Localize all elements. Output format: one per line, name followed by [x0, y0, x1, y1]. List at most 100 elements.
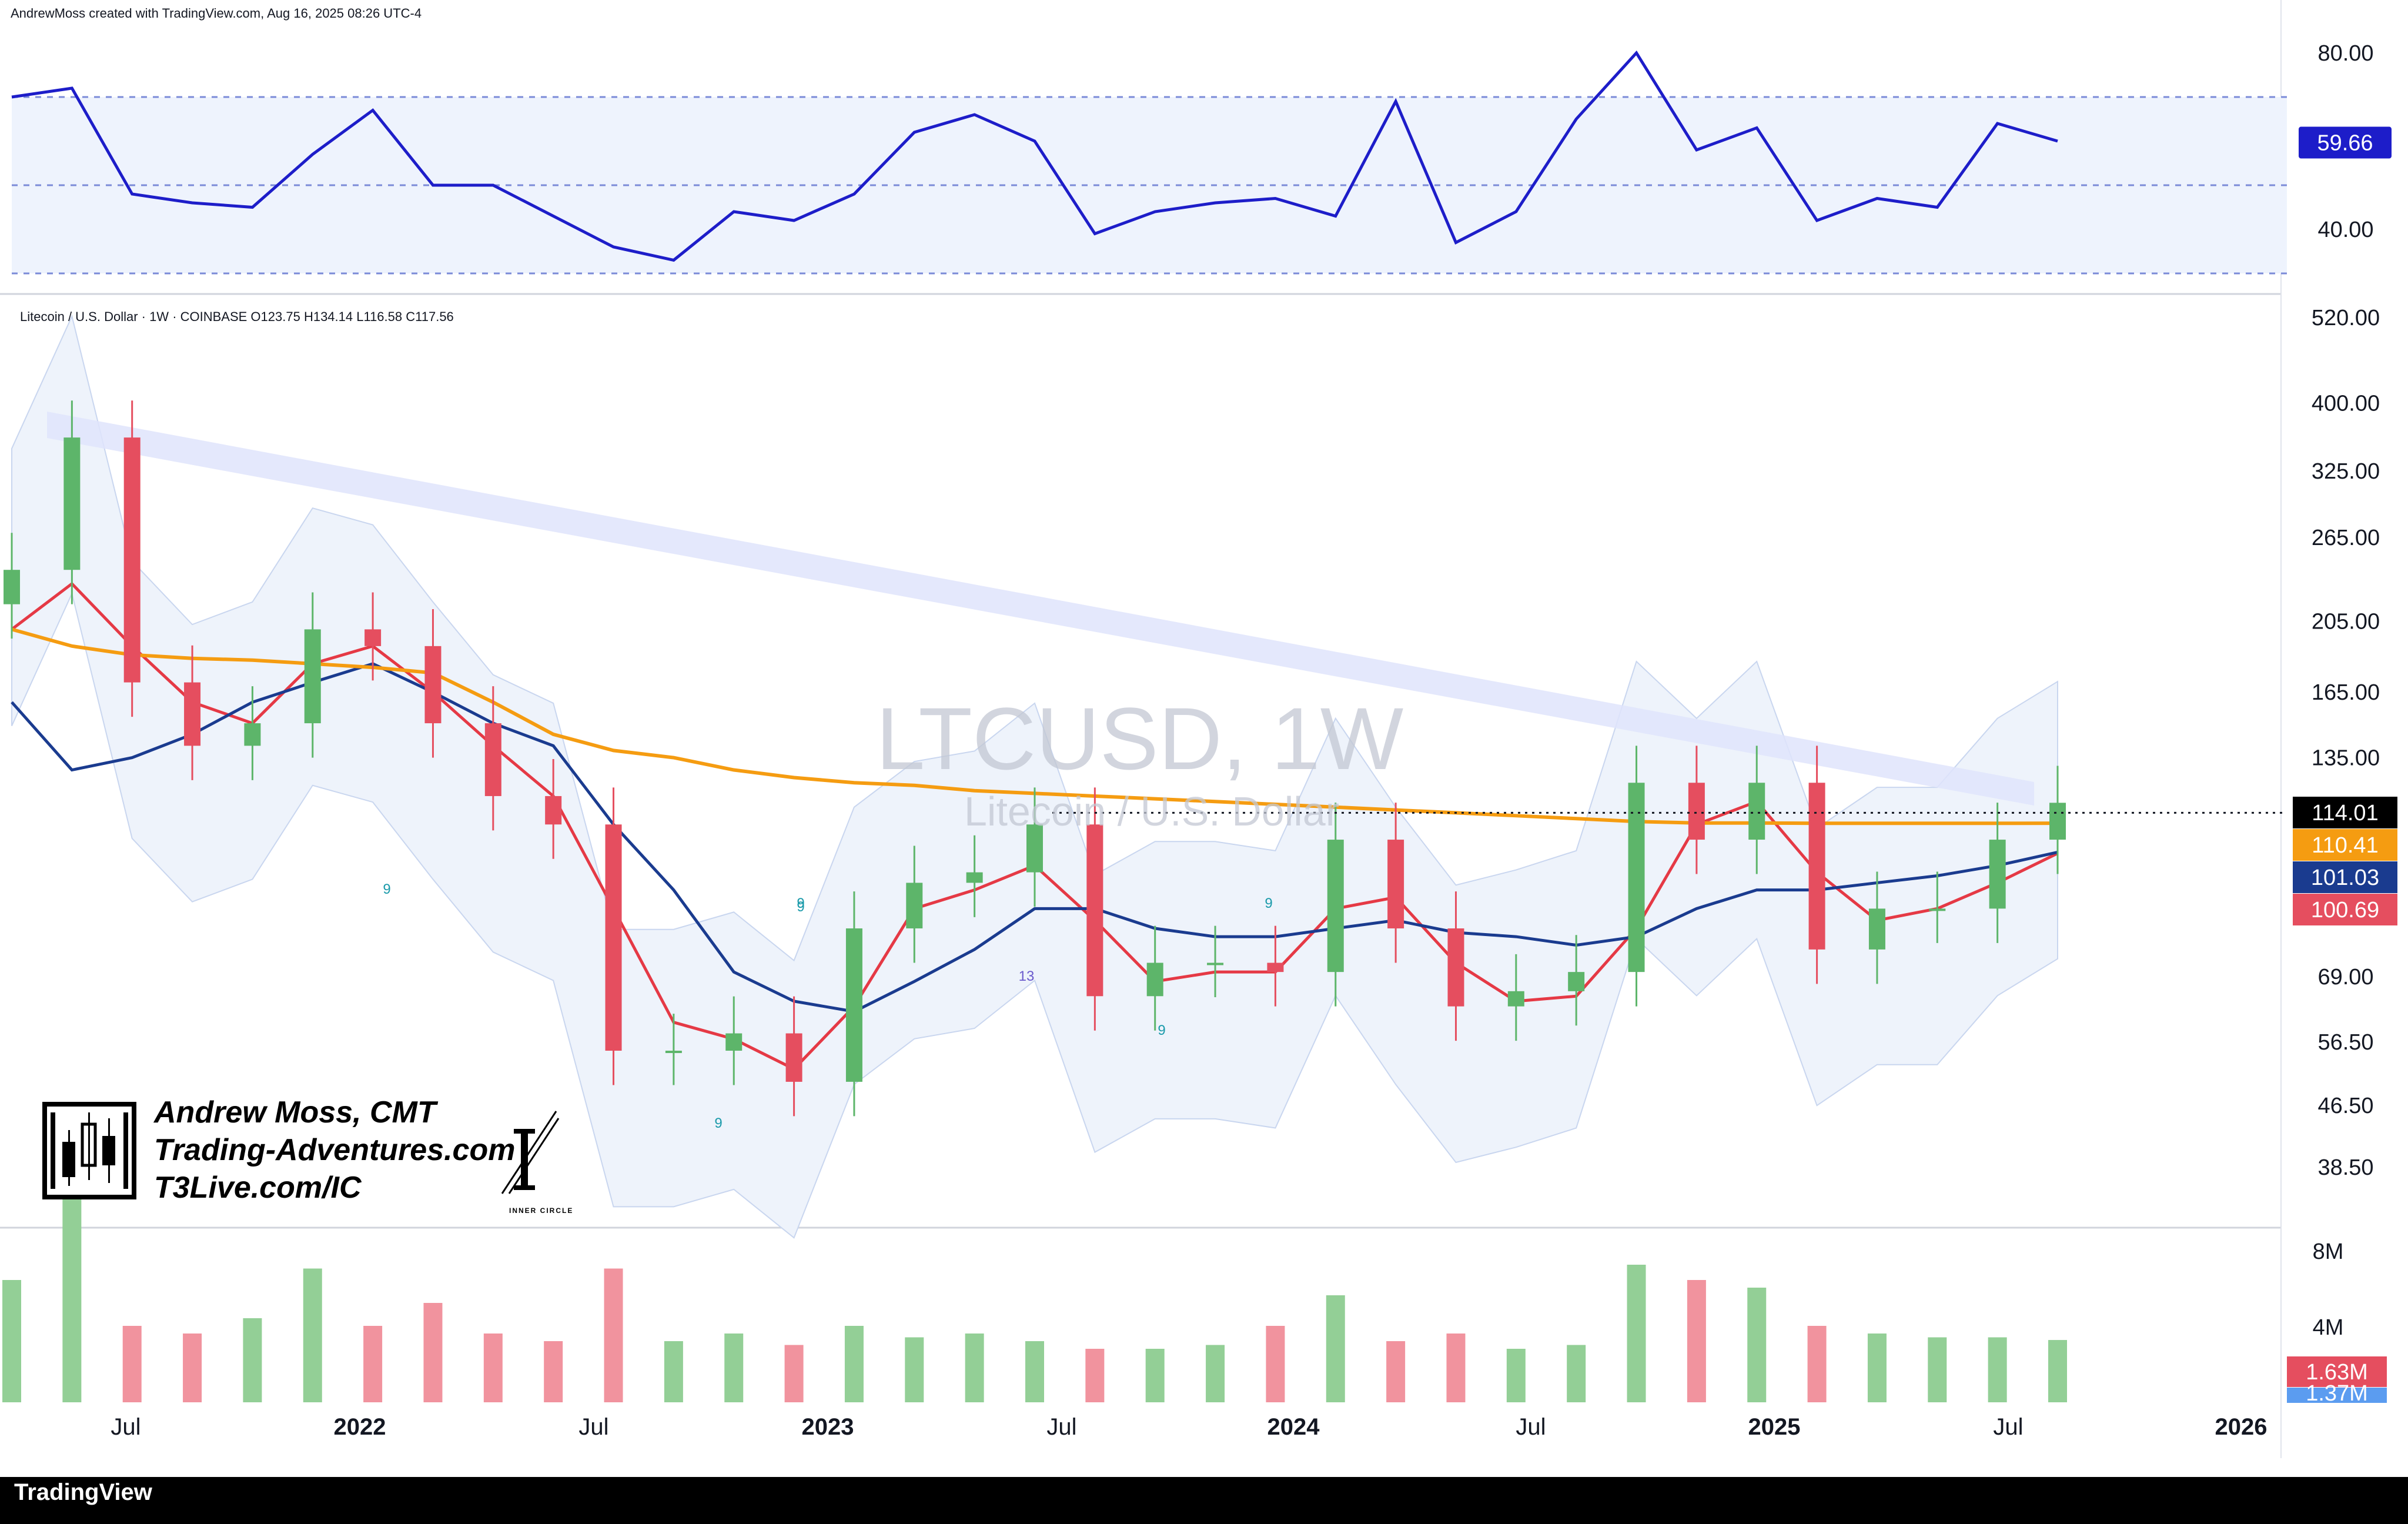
price-tick-label: 400.00 [2312, 392, 2380, 416]
candle-body [906, 883, 923, 929]
trendline-channel [47, 412, 2034, 806]
price-tick-label: 135.00 [2312, 746, 2380, 771]
candle-body [1748, 783, 1765, 840]
time-axis: Jul 2022 Jul 2023 Jul 2024 Jul 2025 Jul 2026 [111, 1414, 2267, 1440]
rsi-value-label: 59.66 [2317, 131, 2373, 156]
volume-bar [1687, 1280, 1706, 1402]
volume-bar [1747, 1288, 1767, 1402]
rsi-panel [11, 50, 2287, 275]
time-tick-label: Jul [1516, 1414, 1546, 1440]
time-tick-label: Jul [111, 1414, 141, 1440]
time-tick-label: 2023 [802, 1414, 854, 1440]
last-price-badge-label: 114.01 [2312, 801, 2378, 825]
price-tick-label: 205.00 [2312, 610, 2380, 634]
candle-body [545, 796, 562, 825]
candle-body [1327, 840, 1344, 972]
author-name: Andrew Moss, CMT [154, 1095, 436, 1129]
candle-body [4, 570, 20, 604]
volume-bar [1266, 1326, 1285, 1402]
sequence-marker: 9 [797, 895, 804, 911]
tradingview-logo[interactable]: TradingView [14, 1479, 152, 1505]
volume-bar [1206, 1345, 1225, 1402]
sma-200-badge-label: 110.41 [2312, 833, 2378, 858]
ema-10-badge-label: 100.69 [2311, 898, 2379, 923]
last-price-badge [2293, 797, 2397, 828]
volume-ma-badge [2287, 1388, 2387, 1403]
ema-10-badge [2293, 894, 2397, 925]
price-axis: 80.00 40.00 59.66 520.00 400.00 325.00 265.00 2… [2287, 41, 2397, 1406]
sequence-marker: 13 [1019, 968, 1035, 984]
sequence-marker: 9 [797, 899, 804, 915]
volume-bar [1627, 1265, 1646, 1402]
volume-tick-label: 4M [2313, 1315, 2344, 1340]
rsi-value-badge [2299, 126, 2392, 159]
candle-body [966, 872, 983, 883]
volume-ma-label: 1.37M [2306, 1381, 2368, 1406]
author-credits: Andrew Moss, CMT Trading-Adventures.com … [154, 1094, 515, 1206]
candle-body [1086, 824, 1103, 997]
time-tick-label: Jul [578, 1414, 608, 1440]
candle-body [725, 1033, 743, 1051]
time-tick-label: 2024 [1267, 1414, 1320, 1440]
sma-200-badge [2293, 829, 2397, 861]
sequence-marker: 9 [714, 1115, 722, 1131]
inner-circle-logo [497, 1105, 562, 1199]
volume-bar [1928, 1337, 1947, 1402]
chart-attribution: AndrewMoss created with TradingView.com,… [11, 6, 422, 21]
candle-body [424, 646, 442, 724]
time-tick-label: Jul [1046, 1414, 1076, 1440]
candle-body [1026, 824, 1043, 873]
time-tick-label: 2022 [334, 1414, 386, 1440]
candle-body [123, 437, 141, 683]
volume-bar [1085, 1349, 1105, 1402]
candle-body [63, 437, 81, 570]
candle-body [1507, 991, 1524, 1007]
volume-bar [122, 1326, 142, 1402]
volume-bar [1145, 1349, 1165, 1402]
time-tick-label: 2025 [1748, 1414, 1801, 1440]
candle-body [1387, 840, 1404, 929]
footer-bar [0, 1477, 2408, 1524]
candle-body [1146, 962, 1163, 997]
candle-body [845, 928, 862, 1082]
candle-body [244, 723, 261, 746]
rsi-line [11, 50, 2058, 262]
inner-circle-label: INNER CIRCLE [509, 1206, 574, 1215]
volume-panel [2, 1115, 2067, 1402]
volume-bar [1025, 1341, 1044, 1402]
volume-tick-label: 8M [2313, 1239, 2344, 1264]
volume-bar [1506, 1349, 1526, 1402]
price-tick-label: 265.00 [2312, 526, 2380, 550]
volume-value-badge [2287, 1356, 2387, 1387]
price-tick-label: 520.00 [2312, 306, 2380, 330]
price-tick-label: 69.00 [2317, 965, 2373, 990]
volume-bar [905, 1337, 924, 1402]
candle-body [605, 824, 622, 1051]
volume-bar [1988, 1337, 2007, 1402]
volume-bar [483, 1333, 503, 1402]
volume-bar [363, 1326, 383, 1402]
bollinger-band [11, 314, 2058, 1239]
volume-bar [544, 1341, 563, 1402]
price-tick-label: 46.50 [2317, 1094, 2373, 1118]
volume-bar [1386, 1341, 1406, 1402]
price-tick-label: 325.00 [2312, 459, 2380, 484]
author-website: Trading-Adventures.com [154, 1133, 516, 1167]
volume-bar [243, 1318, 262, 1402]
volume-bar [183, 1333, 202, 1402]
rsi-tick-label: 40.00 [2317, 218, 2373, 242]
sma-50-badge-label: 101.03 [2311, 865, 2379, 890]
candle-body [364, 629, 382, 646]
candle-body [1447, 928, 1464, 1007]
volume-value-label: 1.63M [2306, 1360, 2368, 1385]
candle-body [1808, 783, 1825, 950]
price-tick-label: 56.50 [2317, 1030, 2373, 1055]
time-tick-label: 2026 [2215, 1414, 2267, 1440]
candle-body [484, 723, 501, 796]
price-tick-label: 165.00 [2312, 680, 2380, 705]
volume-bar [1326, 1295, 1345, 1402]
symbol-watermark: LTCUSD, 1W [876, 689, 1404, 788]
symbol-name-watermark: Litecoin / U.S. Dollar [964, 788, 1340, 834]
